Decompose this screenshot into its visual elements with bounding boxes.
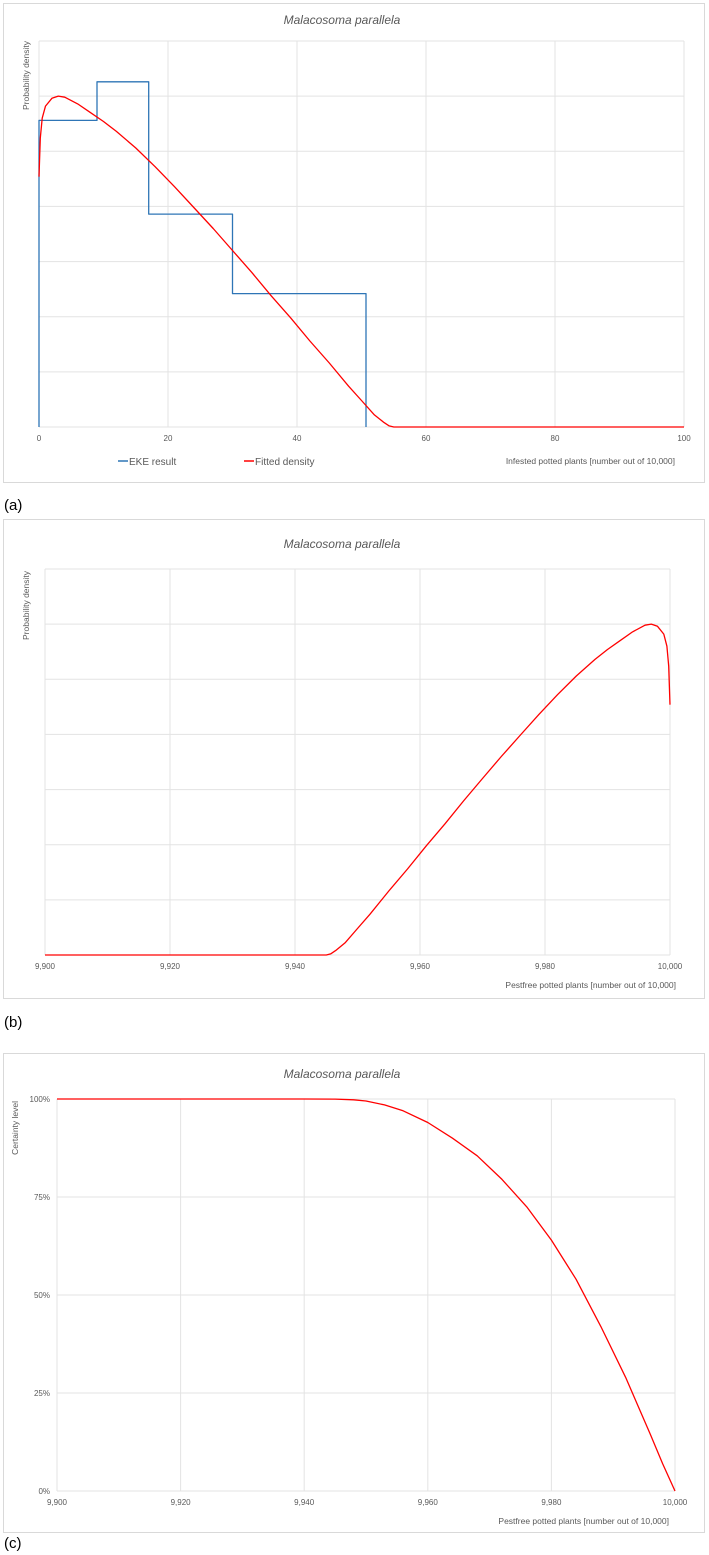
x-tick-label: 10,000 (658, 962, 683, 971)
x-tick-label: 9,980 (541, 1498, 562, 1507)
x-tick-label: 9,920 (160, 962, 181, 971)
x-tick-label: 9,940 (294, 1498, 315, 1507)
chart-panel-c: 9,900 9,920 9,940 9,960 9,980 10,000 0% 25% 50% 7… (3, 1053, 705, 1533)
chart-title: Malacosoma parallela (284, 1067, 401, 1081)
fitted-density-curve (38, 95, 684, 428)
gridlines (56, 1098, 676, 1492)
certainty-curve (57, 1098, 676, 1492)
fitted-density-curve (45, 623, 671, 956)
panel-label-c: (c) (4, 1535, 22, 1552)
x-axis-label: Infested potted plants [number out of 10… (506, 456, 675, 466)
x-tick-label: 9,940 (285, 962, 306, 971)
chart-title: Malacosoma parallela (284, 13, 401, 27)
y-tick-label: 100% (30, 1095, 50, 1104)
x-tick-label: 40 (293, 434, 302, 443)
panel-label-a: (a) (4, 497, 23, 514)
legend: EKE result Fitted density (118, 457, 314, 468)
x-tick-label: 9,920 (171, 1498, 192, 1507)
y-axis-label: Probability density (21, 570, 31, 640)
panel-label-b: (b) (4, 1014, 23, 1031)
eke-result-step-line (38, 81, 367, 427)
chart-c: 9,900 9,920 9,940 9,960 9,980 10,000 0% 25% 50% 7… (10, 1067, 688, 1526)
legend-label: EKE result (129, 457, 176, 468)
x-tick-label: 20 (164, 434, 173, 443)
x-tick-label: 0 (37, 434, 42, 443)
x-axis-label: Pestfree potted plants [number out of 10… (505, 980, 676, 990)
gridlines (44, 568, 671, 956)
chart-panel-a: 0 20 40 60 80 100 Malacosoma parallela Probabil… (3, 3, 705, 483)
x-tick-label: 10,000 (663, 1498, 688, 1507)
y-tick-label: 25% (34, 1389, 50, 1398)
x-tick-label: 9,980 (535, 962, 556, 971)
x-tick-label: 100 (677, 434, 691, 443)
x-tick-label: 60 (422, 434, 431, 443)
x-tick-label: 80 (551, 434, 560, 443)
y-tick-label: 50% (34, 1291, 50, 1300)
y-tick-label: 0% (38, 1487, 50, 1496)
x-tick-label: 9,960 (418, 1498, 439, 1507)
y-tick-label: 75% (34, 1193, 50, 1202)
x-axis-label: Pestfree potted plants [number out of 10… (498, 1516, 669, 1526)
y-axis-label: Probability density (21, 40, 31, 110)
y-axis-label: Certainty level (10, 1101, 20, 1155)
chart-a: 0 20 40 60 80 100 Malacosoma parallela Probabil… (21, 13, 691, 468)
legend-label: Fitted density (255, 457, 314, 468)
chart-b: 9,900 9,920 9,940 9,960 9,980 10,000 Malacosom… (21, 537, 683, 990)
x-tick-label: 9,900 (35, 962, 56, 971)
x-tick-label: 9,900 (47, 1498, 68, 1507)
x-tick-label: 9,960 (410, 962, 431, 971)
chart-panel-b: 9,900 9,920 9,940 9,960 9,980 10,000 Malacosom… (3, 519, 705, 999)
chart-title: Malacosoma parallela (284, 537, 401, 551)
gridlines (38, 40, 685, 428)
